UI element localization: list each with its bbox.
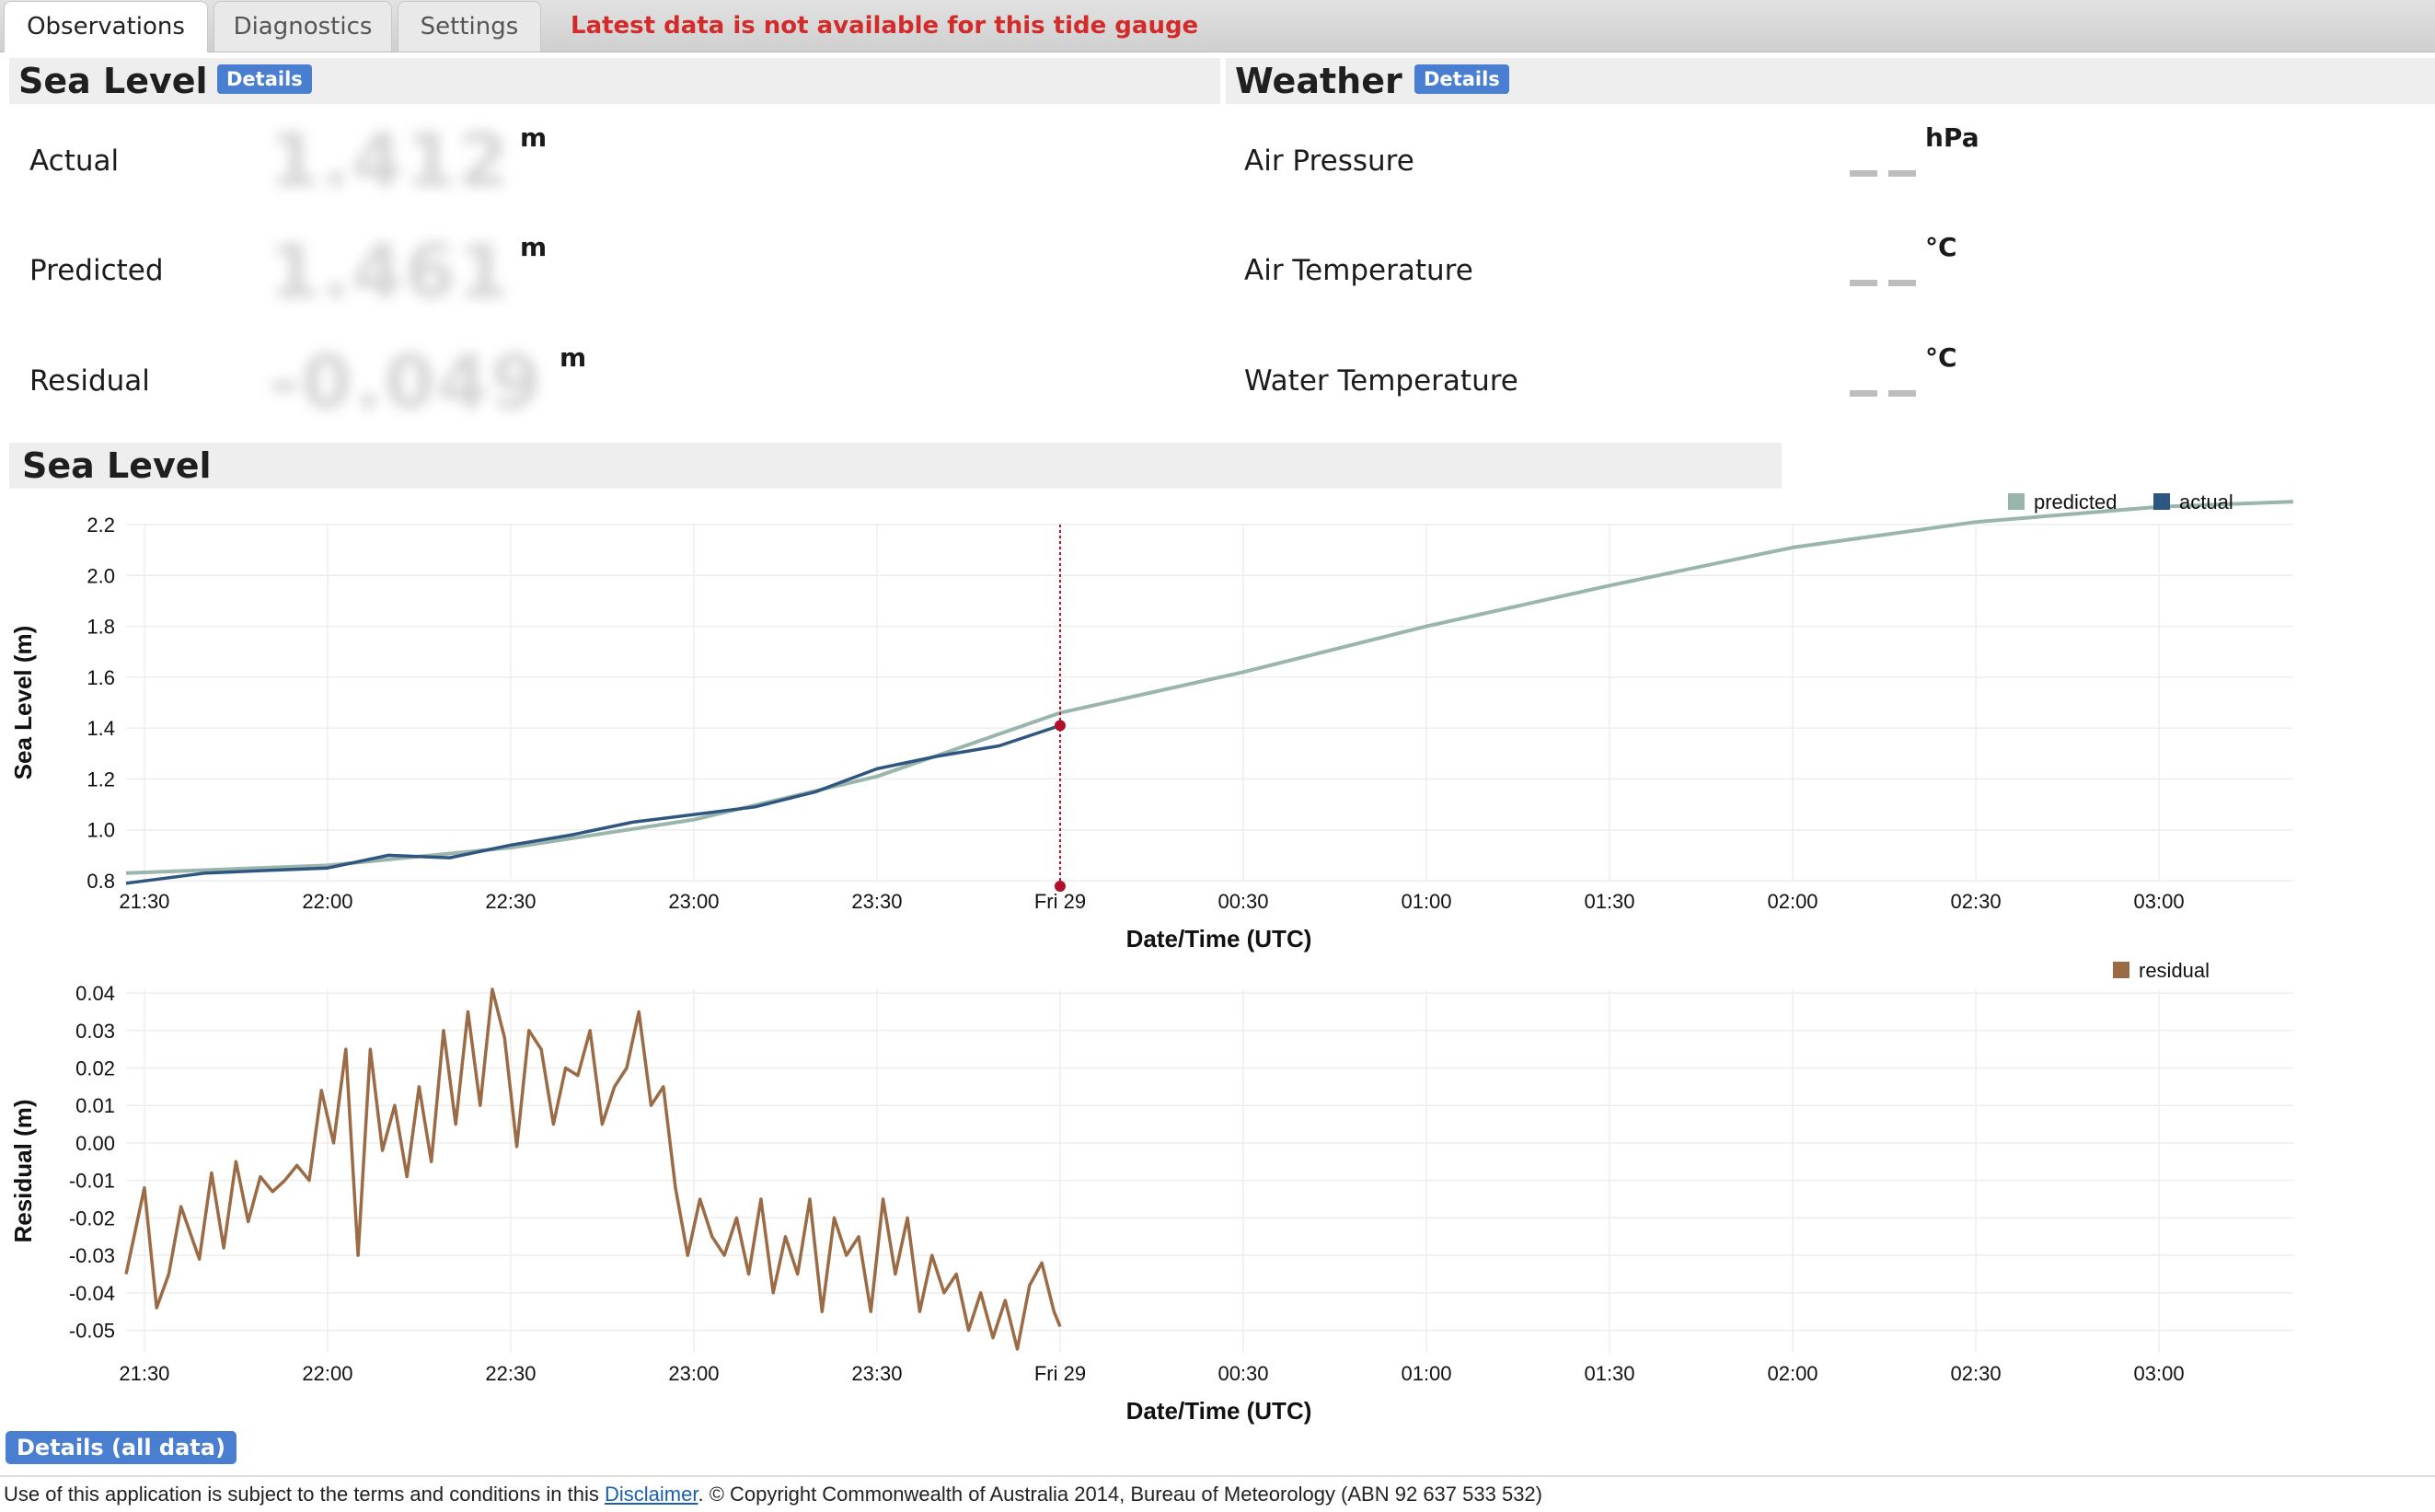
air-temperature-label: Air Temperature xyxy=(1244,254,1473,287)
x-tick-label: 03:00 xyxy=(2134,1362,2185,1385)
x-tick-label: 23:00 xyxy=(668,890,719,913)
y-tick-label: 1.8 xyxy=(87,616,115,639)
y-tick-label: 2.0 xyxy=(87,564,115,587)
y-tick-label: -0.02 xyxy=(69,1206,115,1229)
y-tick-label: -0.03 xyxy=(69,1244,115,1267)
y-tick-label: 0.8 xyxy=(87,870,115,893)
x-axis-label: Date/Time (UTC) xyxy=(1126,1397,1312,1425)
data-unavailable-alert: Latest data is not available for this ti… xyxy=(571,12,1199,40)
y-tick-label: 0.01 xyxy=(75,1094,115,1117)
legend-swatch-residual xyxy=(2113,962,2129,978)
cursor-axis-point xyxy=(1054,881,1066,892)
tab-settings[interactable]: Settings xyxy=(398,1,541,52)
air-temperature-value-missing xyxy=(1850,272,1927,290)
y-tick-label: 0.00 xyxy=(75,1132,115,1155)
tab-diagnostics[interactable]: Diagnostics xyxy=(213,1,392,52)
actual-label: Actual xyxy=(29,144,120,178)
x-tick-label: Fri 29 xyxy=(1034,1362,1086,1385)
tab-observations[interactable]: Observations xyxy=(4,1,208,52)
residual-value: -0.049 xyxy=(269,340,544,425)
y-tick-label: -0.05 xyxy=(69,1320,115,1343)
x-tick-label: 22:00 xyxy=(302,1362,352,1385)
sea-level-panel-header: Sea Level Details xyxy=(9,58,1220,104)
residual-label: Residual xyxy=(29,364,150,398)
x-tick-label: 01:30 xyxy=(1584,890,1634,913)
y-tick-label: 2.2 xyxy=(87,514,115,537)
weather-panel-header: Weather Details xyxy=(1226,58,2435,104)
predicted-label: Predicted xyxy=(29,254,164,287)
x-tick-label: 02:30 xyxy=(1951,1362,2002,1385)
tab-bar: Observations Diagnostics Settings Latest… xyxy=(0,0,2435,52)
air-pressure-label: Air Pressure xyxy=(1244,144,1414,178)
x-tick-label: 01:00 xyxy=(1401,890,1451,913)
x-tick-label: 22:00 xyxy=(302,890,352,913)
predicted-unit: m xyxy=(520,232,548,262)
x-tick-label: 02:30 xyxy=(1951,890,2002,913)
y-tick-label: -0.01 xyxy=(69,1170,115,1193)
x-tick-label: 21:30 xyxy=(119,1362,169,1385)
sea-level-chart: 0.8 1.0 1.2 1.4 1.6 1.8 2.0 2.2 21:30 22:00 22:30 2… xyxy=(9,491,2294,952)
details-all-data-button[interactable]: Details (all data) xyxy=(6,1431,237,1464)
residual-unit: m xyxy=(560,342,587,373)
x-tick-label: 02:00 xyxy=(1767,1362,1818,1385)
footer: Use of this application is subject to th… xyxy=(0,1475,2435,1510)
x-tick-label: 01:00 xyxy=(1401,1362,1451,1385)
air-pressure-unit: hPa xyxy=(1925,122,1979,153)
y-tick-label: 0.02 xyxy=(75,1057,115,1080)
x-tick-label: 22:30 xyxy=(485,890,536,913)
water-temperature-label: Water Temperature xyxy=(1244,364,1518,398)
x-tick-label: 21:30 xyxy=(119,890,169,913)
x-tick-label: Fri 29 xyxy=(1034,890,1086,913)
x-tick-label: 22:30 xyxy=(485,1362,536,1385)
series-line-residual xyxy=(124,987,1062,1351)
chart-section-title: Sea Level xyxy=(22,445,212,486)
footer-prefix: Use of this application is subject to th… xyxy=(4,1483,606,1506)
x-tick-label: 23:30 xyxy=(851,890,902,913)
x-tick-label: 23:30 xyxy=(851,1362,902,1385)
series-line-actual xyxy=(125,723,1061,885)
x-tick-label: 00:30 xyxy=(1218,1362,1268,1385)
legend-label-actual: actual xyxy=(2179,491,2233,514)
y-tick-label: -0.04 xyxy=(69,1282,115,1305)
chart-section-header: Sea Level xyxy=(9,443,1782,489)
x-tick-label: 03:00 xyxy=(2134,890,2185,913)
weather-panel-title: Weather xyxy=(1235,61,1402,101)
weather-details-button[interactable]: Details xyxy=(1414,64,1509,94)
air-pressure-value-missing xyxy=(1850,163,1927,180)
y-tick-label: 1.4 xyxy=(87,717,115,740)
disclaimer-link[interactable]: Disclaimer xyxy=(605,1483,698,1506)
x-tick-label: 23:00 xyxy=(668,1362,719,1385)
legend-swatch-predicted xyxy=(2008,493,2025,510)
predicted-value: 1.461 xyxy=(269,229,512,315)
residual-chart: 0.04 0.03 0.02 0.01 0.00 -0.01 -0.02 -0.03 -0.04… xyxy=(9,959,2293,1425)
actual-value: 1.412 xyxy=(269,118,512,203)
y-tick-label: 1.2 xyxy=(87,768,115,791)
sea-level-panel-title: Sea Level xyxy=(18,61,208,101)
sea-level-details-button[interactable]: Details xyxy=(217,64,312,94)
y-axis-label: Residual (m) xyxy=(9,1099,37,1242)
y-axis-label: Sea Level (m) xyxy=(9,626,37,780)
cursor-point xyxy=(1054,720,1066,732)
y-tick-label: 0.03 xyxy=(75,1020,115,1043)
air-temperature-unit: °C xyxy=(1925,232,1957,262)
y-tick-label: 1.0 xyxy=(87,819,115,842)
water-temperature-unit: °C xyxy=(1925,342,1957,373)
legend-label-residual: residual xyxy=(2139,959,2210,982)
footer-suffix: . © Copyright Commonwealth of Australia … xyxy=(698,1483,1542,1506)
legend-swatch-actual xyxy=(2153,493,2170,510)
x-tick-label: 00:30 xyxy=(1218,890,1268,913)
series-line-predicted xyxy=(125,500,2294,875)
actual-unit: m xyxy=(520,122,548,153)
legend-label-predicted: predicted xyxy=(2034,491,2118,514)
x-tick-label: 01:30 xyxy=(1584,1362,1634,1385)
y-tick-label: 1.6 xyxy=(87,666,115,689)
x-tick-label: 02:00 xyxy=(1767,890,1818,913)
water-temperature-value-missing xyxy=(1850,383,1927,400)
y-tick-label: 0.04 xyxy=(75,982,115,1005)
x-axis-label: Date/Time (UTC) xyxy=(1126,925,1312,952)
